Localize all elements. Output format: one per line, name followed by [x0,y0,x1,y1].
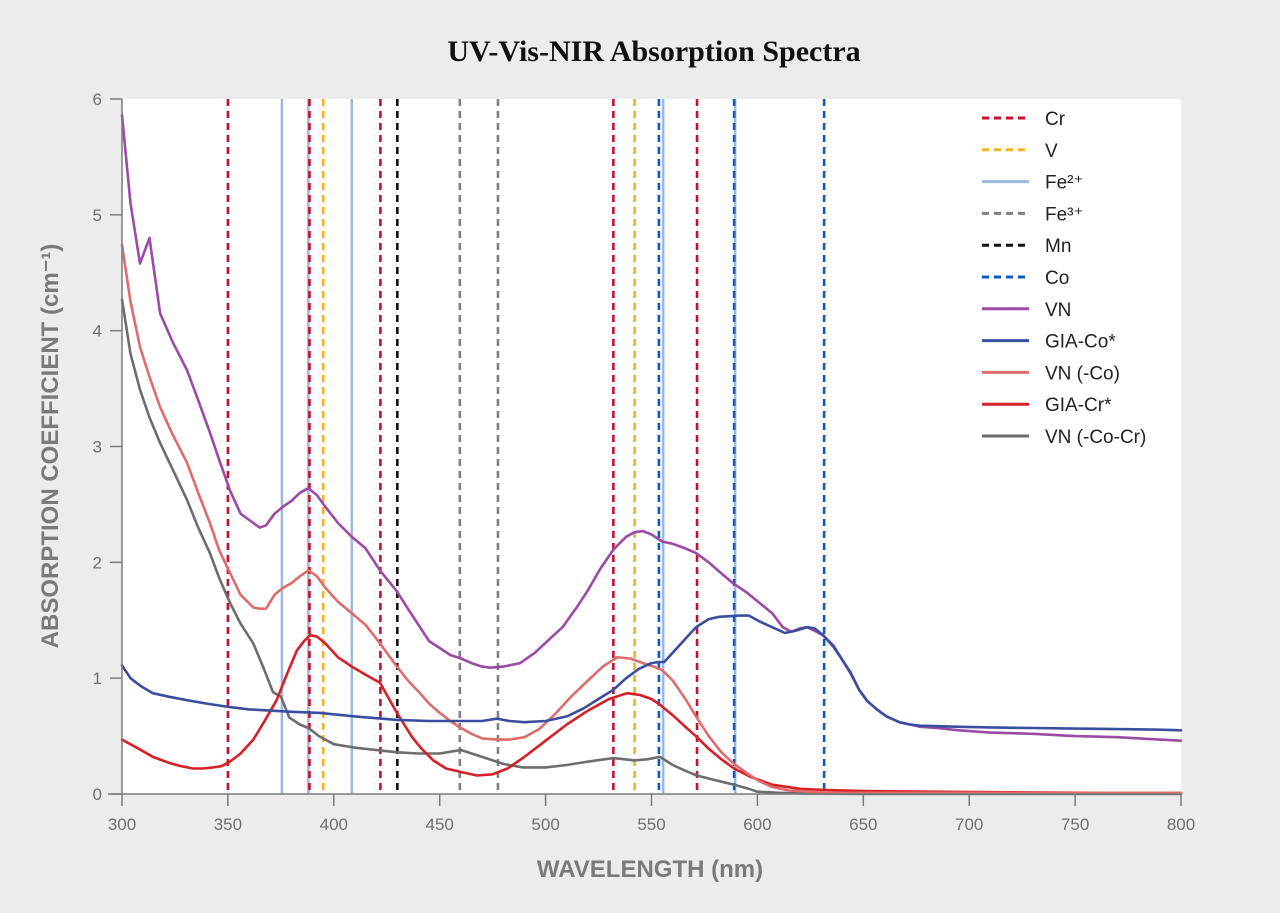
x-tick-label: 500 [531,815,559,834]
legend-label: V [1045,141,1058,162]
x-tick-label: 700 [955,815,983,834]
plot-area [122,99,1181,794]
legend-label: VN [1045,300,1071,321]
legend-label: GIA-Co* [1045,332,1116,353]
y-tick-label: 5 [93,206,102,225]
x-tick-label: 400 [320,815,348,834]
x-tick-label: 600 [743,815,771,834]
y-tick-label: 3 [93,438,102,457]
legend-label: Co [1045,268,1069,289]
reference-lines [226,99,826,794]
legend-label: VN (-Co) [1045,363,1120,384]
legend-label: Fe³⁺ [1045,204,1084,225]
y-tick-label: 4 [93,322,102,341]
x-tick-label: 350 [214,815,242,834]
y-tick-label: 0 [93,785,102,804]
y-axis-title: ABSORPTION COEFFICIENT (cm⁻¹) [37,244,64,649]
x-tick-label: 800 [1167,815,1195,834]
x-tick-label: 450 [426,815,454,834]
legend-label: Fe²⁺ [1045,173,1084,194]
x-tick-label: 750 [1061,815,1089,834]
chart-title: UV-Vis-NIR Absorption Spectra [447,35,860,68]
legend-label: Mn [1045,236,1071,257]
series-line-vn-co [120,243,1183,795]
legend-label: VN (-Co-Cr) [1045,427,1146,448]
legend-label: Cr [1045,109,1066,130]
y-tick-label: 2 [93,553,102,572]
series-line-gia-cr [120,633,1183,795]
x-tick-label: 550 [637,815,665,834]
x-tick-label: 300 [108,815,136,834]
x-axis-title: WAVELENGTH (nm) [537,856,763,883]
series-line-gia-co [120,614,1183,732]
legend: Cr V Fe²⁺ Fe³⁺ Mn Co VN GIA-Co* VN (-Co) GIA-Cr* V… [982,109,1146,448]
y-tick-label: 1 [93,669,102,688]
axes: 300 350 400 450 500 550 600 650 700 750 800 0 1 2 3 4 5 6 [93,90,1196,834]
x-tick-label: 650 [849,815,877,834]
y-tick-label: 6 [93,90,102,109]
series-line-vn-co-cr [120,298,1183,796]
legend-label: GIA-Cr* [1045,395,1112,416]
series-lines [120,113,1183,796]
